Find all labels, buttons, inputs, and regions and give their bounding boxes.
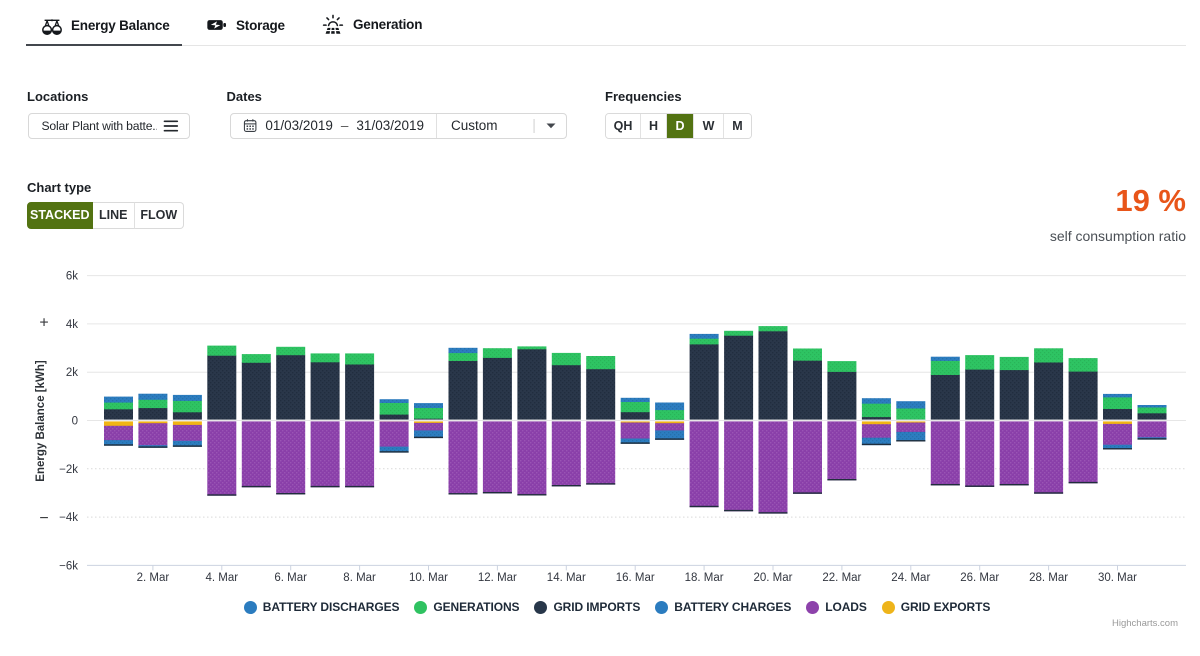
svg-text:4. Mar: 4. Mar	[206, 572, 239, 584]
svg-text:2. Mar: 2. Mar	[137, 572, 170, 584]
svg-text:+: +	[39, 315, 48, 332]
svg-text:Energy Balance [kWh]: Energy Balance [kWh]	[35, 360, 47, 482]
svg-text:24. Mar: 24. Mar	[891, 572, 930, 584]
svg-text:2k: 2k	[66, 367, 78, 379]
svg-text:28. Mar: 28. Mar	[1029, 572, 1068, 584]
svg-text:6. Mar: 6. Mar	[274, 572, 307, 584]
svg-text:−6k: −6k	[59, 560, 78, 572]
svg-text:14. Mar: 14. Mar	[547, 572, 586, 584]
svg-text:20. Mar: 20. Mar	[754, 572, 793, 584]
svg-text:18. Mar: 18. Mar	[685, 572, 724, 584]
svg-text:16. Mar: 16. Mar	[616, 572, 655, 584]
svg-text:26. Mar: 26. Mar	[960, 572, 999, 584]
svg-text:−: −	[39, 510, 48, 527]
svg-text:4k: 4k	[66, 319, 78, 331]
svg-text:6k: 6k	[66, 271, 78, 283]
svg-text:30. Mar: 30. Mar	[1098, 572, 1137, 584]
svg-text:Highcharts.com: Highcharts.com	[1112, 618, 1178, 629]
svg-text:10. Mar: 10. Mar	[409, 572, 448, 584]
svg-text:22. Mar: 22. Mar	[822, 572, 861, 584]
svg-text:12. Mar: 12. Mar	[478, 572, 517, 584]
svg-text:−2k: −2k	[59, 464, 78, 476]
svg-text:0: 0	[72, 416, 78, 428]
svg-text:−4k: −4k	[59, 512, 78, 524]
svg-text:8. Mar: 8. Mar	[343, 572, 376, 584]
